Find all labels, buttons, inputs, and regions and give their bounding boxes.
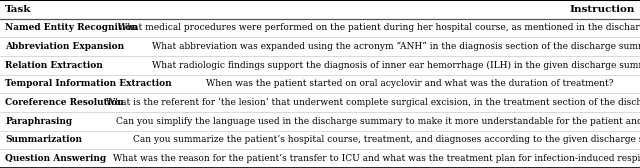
Text: Temporal Information Extraction: Temporal Information Extraction bbox=[5, 79, 172, 89]
Text: Question Answering: Question Answering bbox=[5, 154, 106, 163]
Text: Summarization: Summarization bbox=[5, 136, 82, 144]
Text: When was the patient started on oral acyclovir and what was the duration of trea: When was the patient started on oral acy… bbox=[206, 79, 613, 89]
Text: Paraphrasing: Paraphrasing bbox=[5, 117, 72, 126]
Text: What abbreviation was expanded using the acronym “ANH” in the diagnosis section : What abbreviation was expanded using the… bbox=[152, 42, 640, 51]
Text: Abbreviation Expansion: Abbreviation Expansion bbox=[5, 42, 124, 51]
Text: What is the referent for ‘the lesion’ that underwent complete surgical excision,: What is the referent for ‘the lesion’ th… bbox=[106, 98, 640, 107]
Text: Can you simplify the language used in the discharge summary to make it more unde: Can you simplify the language used in th… bbox=[116, 117, 640, 126]
Text: Task: Task bbox=[5, 5, 31, 14]
Text: Coreference Resolution: Coreference Resolution bbox=[5, 98, 124, 107]
Text: Named Entity Recognition: Named Entity Recognition bbox=[5, 24, 138, 32]
Text: Instruction: Instruction bbox=[570, 5, 635, 14]
Text: What medical procedures were performed on the patient during her hospital course: What medical procedures were performed o… bbox=[118, 24, 640, 32]
Text: Relation Extraction: Relation Extraction bbox=[5, 61, 103, 70]
Text: Can you summarize the patient’s hospital course, treatment, and diagnoses accord: Can you summarize the patient’s hospital… bbox=[133, 136, 640, 144]
Text: What was the reason for the patient’s transfer to ICU and what was the treatment: What was the reason for the patient’s tr… bbox=[113, 154, 640, 163]
Text: What radiologic findings support the diagnosis of inner ear hemorrhage (ILH) in : What radiologic findings support the dia… bbox=[152, 61, 640, 70]
